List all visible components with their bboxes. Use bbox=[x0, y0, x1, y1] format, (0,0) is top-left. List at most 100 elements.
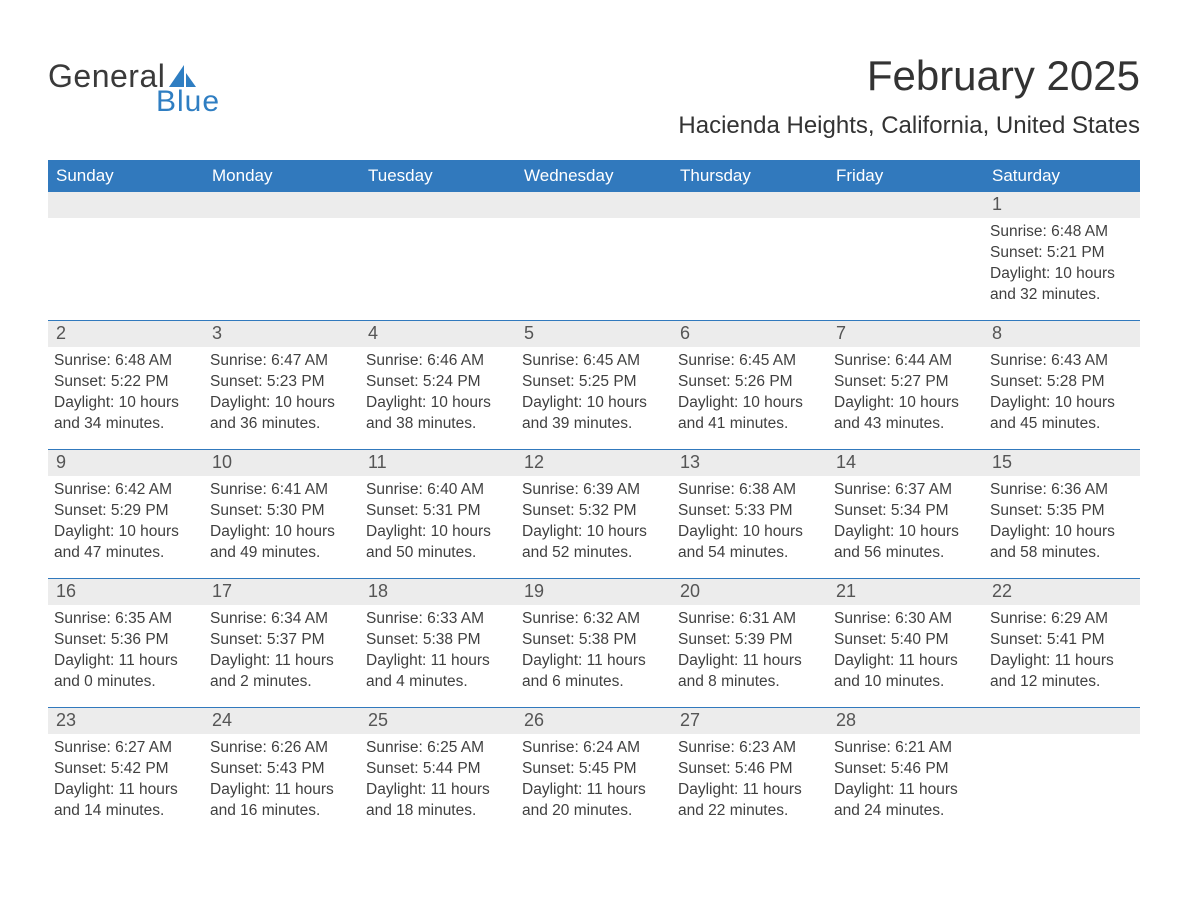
date-number: 14 bbox=[828, 450, 984, 476]
header-right: February 2025 Hacienda Heights, Californ… bbox=[678, 52, 1140, 140]
calendar-cell: 4Sunrise: 6:46 AMSunset: 5:24 PMDaylight… bbox=[360, 321, 516, 449]
sunrise-text: Sunrise: 6:36 AM bbox=[990, 480, 1134, 501]
daylight-text: Daylight: 10 hours and 52 minutes. bbox=[522, 522, 666, 564]
calendar-cell-empty bbox=[204, 192, 360, 320]
week-row: 1Sunrise: 6:48 AMSunset: 5:21 PMDaylight… bbox=[48, 192, 1140, 320]
date-number bbox=[48, 192, 204, 218]
sunrise-text: Sunrise: 6:46 AM bbox=[366, 351, 510, 372]
date-number: 19 bbox=[516, 579, 672, 605]
daylight-text: Daylight: 10 hours and 41 minutes. bbox=[678, 393, 822, 435]
calendar-cell: 3Sunrise: 6:47 AMSunset: 5:23 PMDaylight… bbox=[204, 321, 360, 449]
sunset-text: Sunset: 5:25 PM bbox=[522, 372, 666, 393]
sunset-text: Sunset: 5:38 PM bbox=[366, 630, 510, 651]
sunrise-text: Sunrise: 6:43 AM bbox=[990, 351, 1134, 372]
daylight-text: Daylight: 10 hours and 56 minutes. bbox=[834, 522, 978, 564]
week-row: 16Sunrise: 6:35 AMSunset: 5:36 PMDayligh… bbox=[48, 578, 1140, 707]
date-number: 17 bbox=[204, 579, 360, 605]
sunset-text: Sunset: 5:42 PM bbox=[54, 759, 198, 780]
sunset-text: Sunset: 5:29 PM bbox=[54, 501, 198, 522]
cell-body: Sunrise: 6:37 AMSunset: 5:34 PMDaylight:… bbox=[828, 476, 984, 564]
cell-body: Sunrise: 6:43 AMSunset: 5:28 PMDaylight:… bbox=[984, 347, 1140, 435]
calendar-cell: 13Sunrise: 6:38 AMSunset: 5:33 PMDayligh… bbox=[672, 450, 828, 578]
cell-body: Sunrise: 6:40 AMSunset: 5:31 PMDaylight:… bbox=[360, 476, 516, 564]
calendar-cell: 1Sunrise: 6:48 AMSunset: 5:21 PMDaylight… bbox=[984, 192, 1140, 320]
cell-body: Sunrise: 6:48 AMSunset: 5:21 PMDaylight:… bbox=[984, 218, 1140, 306]
sunset-text: Sunset: 5:35 PM bbox=[990, 501, 1134, 522]
daylight-text: Daylight: 10 hours and 39 minutes. bbox=[522, 393, 666, 435]
date-number: 28 bbox=[828, 708, 984, 734]
logo-word2: Blue bbox=[156, 85, 220, 119]
sunset-text: Sunset: 5:30 PM bbox=[210, 501, 354, 522]
cell-body: Sunrise: 6:38 AMSunset: 5:33 PMDaylight:… bbox=[672, 476, 828, 564]
sunset-text: Sunset: 5:38 PM bbox=[522, 630, 666, 651]
cell-body: Sunrise: 6:39 AMSunset: 5:32 PMDaylight:… bbox=[516, 476, 672, 564]
date-number: 10 bbox=[204, 450, 360, 476]
week-row: 2Sunrise: 6:48 AMSunset: 5:22 PMDaylight… bbox=[48, 320, 1140, 449]
calendar-cell: 16Sunrise: 6:35 AMSunset: 5:36 PMDayligh… bbox=[48, 579, 204, 707]
date-number: 23 bbox=[48, 708, 204, 734]
date-number bbox=[984, 708, 1140, 734]
daylight-text: Daylight: 11 hours and 6 minutes. bbox=[522, 651, 666, 693]
daylight-text: Daylight: 10 hours and 45 minutes. bbox=[990, 393, 1134, 435]
cell-body: Sunrise: 6:29 AMSunset: 5:41 PMDaylight:… bbox=[984, 605, 1140, 693]
sunrise-text: Sunrise: 6:26 AM bbox=[210, 738, 354, 759]
date-number: 25 bbox=[360, 708, 516, 734]
sunrise-text: Sunrise: 6:31 AM bbox=[678, 609, 822, 630]
calendar-cell: 14Sunrise: 6:37 AMSunset: 5:34 PMDayligh… bbox=[828, 450, 984, 578]
daylight-text: Daylight: 11 hours and 8 minutes. bbox=[678, 651, 822, 693]
daylight-text: Daylight: 11 hours and 14 minutes. bbox=[54, 780, 198, 822]
calendar-cell: 10Sunrise: 6:41 AMSunset: 5:30 PMDayligh… bbox=[204, 450, 360, 578]
sunset-text: Sunset: 5:23 PM bbox=[210, 372, 354, 393]
calendar-cell: 9Sunrise: 6:42 AMSunset: 5:29 PMDaylight… bbox=[48, 450, 204, 578]
logo-word1: General bbox=[48, 58, 165, 95]
weekday-header: Friday bbox=[828, 160, 984, 192]
location-subtitle: Hacienda Heights, California, United Sta… bbox=[678, 112, 1140, 140]
weekday-header: Wednesday bbox=[516, 160, 672, 192]
sunset-text: Sunset: 5:34 PM bbox=[834, 501, 978, 522]
page-title: February 2025 bbox=[678, 52, 1140, 100]
calendar-cell: 17Sunrise: 6:34 AMSunset: 5:37 PMDayligh… bbox=[204, 579, 360, 707]
calendar-cell: 7Sunrise: 6:44 AMSunset: 5:27 PMDaylight… bbox=[828, 321, 984, 449]
daylight-text: Daylight: 11 hours and 0 minutes. bbox=[54, 651, 198, 693]
sunrise-text: Sunrise: 6:48 AM bbox=[54, 351, 198, 372]
sunrise-text: Sunrise: 6:33 AM bbox=[366, 609, 510, 630]
daylight-text: Daylight: 10 hours and 36 minutes. bbox=[210, 393, 354, 435]
sunset-text: Sunset: 5:41 PM bbox=[990, 630, 1134, 651]
weeks-container: 1Sunrise: 6:48 AMSunset: 5:21 PMDaylight… bbox=[48, 192, 1140, 836]
sunset-text: Sunset: 5:27 PM bbox=[834, 372, 978, 393]
cell-body: Sunrise: 6:42 AMSunset: 5:29 PMDaylight:… bbox=[48, 476, 204, 564]
date-number: 24 bbox=[204, 708, 360, 734]
sunrise-text: Sunrise: 6:34 AM bbox=[210, 609, 354, 630]
sunrise-text: Sunrise: 6:25 AM bbox=[366, 738, 510, 759]
date-number: 21 bbox=[828, 579, 984, 605]
daylight-text: Daylight: 11 hours and 22 minutes. bbox=[678, 780, 822, 822]
date-number: 11 bbox=[360, 450, 516, 476]
sunset-text: Sunset: 5:45 PM bbox=[522, 759, 666, 780]
calendar-cell: 6Sunrise: 6:45 AMSunset: 5:26 PMDaylight… bbox=[672, 321, 828, 449]
sunrise-text: Sunrise: 6:40 AM bbox=[366, 480, 510, 501]
calendar-cell-empty bbox=[984, 708, 1140, 836]
daylight-text: Daylight: 10 hours and 43 minutes. bbox=[834, 393, 978, 435]
calendar-cell: 8Sunrise: 6:43 AMSunset: 5:28 PMDaylight… bbox=[984, 321, 1140, 449]
sunrise-text: Sunrise: 6:21 AM bbox=[834, 738, 978, 759]
cell-body: Sunrise: 6:48 AMSunset: 5:22 PMDaylight:… bbox=[48, 347, 204, 435]
date-number bbox=[360, 192, 516, 218]
sunrise-text: Sunrise: 6:23 AM bbox=[678, 738, 822, 759]
daylight-text: Daylight: 10 hours and 32 minutes. bbox=[990, 264, 1134, 306]
sunset-text: Sunset: 5:21 PM bbox=[990, 243, 1134, 264]
daylight-text: Daylight: 11 hours and 4 minutes. bbox=[366, 651, 510, 693]
date-number: 20 bbox=[672, 579, 828, 605]
sunrise-text: Sunrise: 6:38 AM bbox=[678, 480, 822, 501]
week-row: 23Sunrise: 6:27 AMSunset: 5:42 PMDayligh… bbox=[48, 707, 1140, 836]
sunrise-text: Sunrise: 6:30 AM bbox=[834, 609, 978, 630]
cell-body: Sunrise: 6:25 AMSunset: 5:44 PMDaylight:… bbox=[360, 734, 516, 822]
calendar-cell: 23Sunrise: 6:27 AMSunset: 5:42 PMDayligh… bbox=[48, 708, 204, 836]
date-number bbox=[828, 192, 984, 218]
date-number: 9 bbox=[48, 450, 204, 476]
sunset-text: Sunset: 5:39 PM bbox=[678, 630, 822, 651]
daylight-text: Daylight: 11 hours and 24 minutes. bbox=[834, 780, 978, 822]
calendar-cell: 15Sunrise: 6:36 AMSunset: 5:35 PMDayligh… bbox=[984, 450, 1140, 578]
date-number: 8 bbox=[984, 321, 1140, 347]
cell-body: Sunrise: 6:36 AMSunset: 5:35 PMDaylight:… bbox=[984, 476, 1140, 564]
calendar: SundayMondayTuesdayWednesdayThursdayFrid… bbox=[48, 160, 1140, 836]
